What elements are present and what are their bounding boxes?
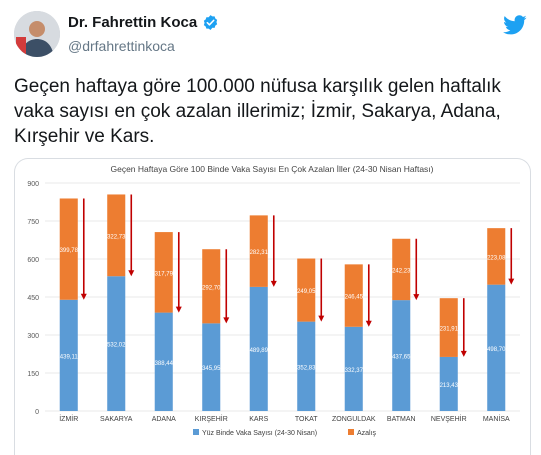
- twitter-bird-icon[interactable]: [503, 13, 527, 37]
- bar-azalis-3: [202, 249, 221, 324]
- bar-vaka-1: [107, 276, 126, 411]
- author-name[interactable]: Dr. Fahrettin Koca: [68, 14, 198, 31]
- bar-label-vaka: 352,83: [297, 365, 316, 371]
- y-tick-label: 600: [27, 257, 39, 264]
- category-label: İZMİR: [59, 414, 78, 423]
- tweet-media[interactable]: Geçen Haftaya Göre 100 Binde Vaka Sayısı…: [14, 158, 531, 455]
- category-label: NEVŞEHİR: [431, 414, 467, 423]
- bar-vaka-6: [344, 326, 363, 411]
- bar-label-vaka: 439,11: [60, 354, 79, 360]
- bar-label-azalis: 223,08: [487, 255, 506, 261]
- bar-azalis-7: [392, 238, 411, 301]
- bar-label-vaka: 345,95: [202, 366, 221, 372]
- category-label: SAKARYA: [100, 416, 133, 423]
- bar-azalis-8: [439, 298, 458, 357]
- bar-vaka-8: [439, 356, 458, 411]
- y-tick-label: 750: [27, 219, 39, 226]
- bar-label-azalis: 246,45: [345, 295, 364, 301]
- author-avatar[interactable]: [14, 11, 60, 57]
- bar-azalis-4: [249, 215, 268, 287]
- down-arrow: [365, 264, 372, 327]
- y-tick-label: 900: [27, 181, 39, 188]
- y-tick-label: 0: [35, 409, 39, 416]
- bar-label-azalis: 399,78: [60, 248, 79, 254]
- bar-azalis-5: [297, 258, 316, 322]
- y-tick-label: 450: [27, 295, 39, 302]
- legend-label-vaka: Yüz Binde Vaka Sayısı (24-30 Nisan): [202, 430, 317, 437]
- y-tick-label: 300: [27, 333, 39, 340]
- bar-vaka-7: [392, 300, 411, 411]
- down-arrow: [318, 258, 325, 322]
- legend-swatch-vaka: [193, 429, 199, 435]
- down-arrow: [175, 232, 182, 313]
- category-label: ADANA: [152, 416, 176, 423]
- author-handle[interactable]: @drfahrettinkoca: [68, 38, 175, 54]
- bar-label-azalis: 231,91: [440, 327, 459, 333]
- bar-label-vaka: 532,02: [107, 343, 126, 349]
- bar-chart: Geçen Haftaya Göre 100 Binde Vaka Sayısı…: [27, 164, 520, 437]
- bar-vaka-4: [249, 286, 268, 411]
- down-arrow: [460, 298, 467, 357]
- bar-azalis-2: [154, 232, 173, 313]
- bar-label-vaka: 332,37: [345, 368, 364, 374]
- category-label: MANİSA: [483, 414, 510, 423]
- down-arrow: [270, 215, 277, 287]
- avatar-image: [14, 11, 60, 57]
- category-label: KIRŞEHİR: [195, 414, 228, 423]
- category-label: KARS: [249, 416, 268, 423]
- down-arrow: [508, 228, 515, 285]
- bar-azalis-1: [107, 194, 126, 277]
- bar-azalis-9: [487, 228, 506, 285]
- chart-title: Geçen Haftaya Göre 100 Binde Vaka Sayısı…: [110, 164, 433, 174]
- verified-badge-icon: [204, 15, 218, 30]
- bar-label-azalis: 292,70: [202, 285, 221, 291]
- down-arrow: [223, 249, 230, 324]
- bar-label-vaka: 498,70: [487, 347, 506, 353]
- down-arrow: [413, 238, 420, 301]
- bar-label-vaka: 213,43: [440, 383, 459, 389]
- category-label: BATMAN: [387, 416, 416, 423]
- down-arrow: [80, 198, 87, 300]
- bar-label-vaka: 489,89: [250, 348, 269, 354]
- down-arrow: [128, 194, 135, 277]
- bar-label-vaka: 437,65: [392, 355, 411, 361]
- bar-label-azalis: 242,23: [392, 268, 411, 274]
- bar-vaka-5: [297, 321, 316, 411]
- bar-label-azalis: 282,31: [250, 250, 269, 256]
- bar-label-azalis: 322,73: [107, 234, 126, 240]
- bar-vaka-2: [154, 312, 173, 411]
- legend-label-azalis: Azalış: [357, 430, 377, 437]
- bar-azalis-6: [344, 264, 363, 327]
- y-tick-label: 150: [27, 371, 39, 378]
- category-label: TOKAT: [295, 416, 318, 423]
- bar-azalis-0: [59, 198, 78, 300]
- category-label: ZONGULDAK: [332, 416, 376, 423]
- bar-vaka-0: [59, 299, 78, 411]
- bar-vaka-9: [487, 284, 506, 411]
- bar-label-azalis: 317,79: [155, 271, 174, 277]
- bar-label-vaka: 388,44: [155, 361, 174, 367]
- legend-swatch-azalis: [348, 429, 354, 435]
- bar-label-azalis: 249,05: [297, 289, 316, 295]
- tweet-text: Geçen haftaya göre 100.000 nüfusa karşıl…: [14, 76, 501, 147]
- bar-vaka-3: [202, 323, 221, 411]
